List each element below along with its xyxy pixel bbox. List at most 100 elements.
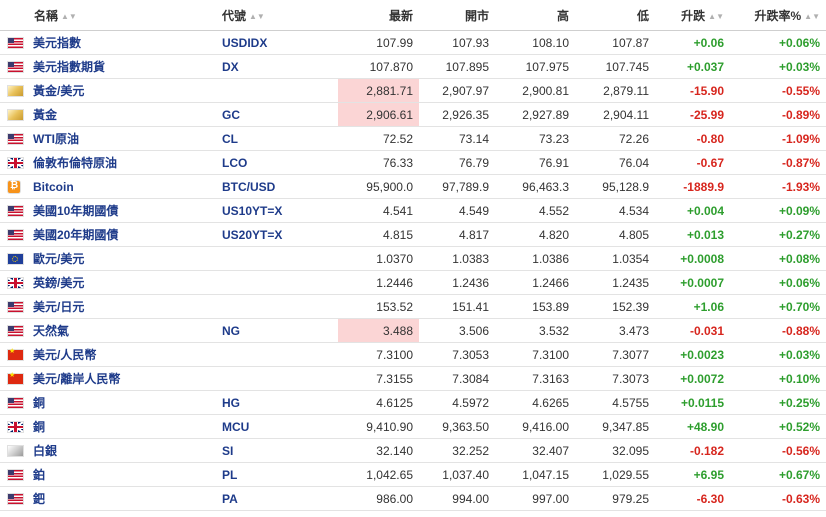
instrument-code-link[interactable]: US10YT=X — [222, 203, 283, 218]
instrument-name-cell: WTI原油 — [0, 126, 220, 151]
column-header-change[interactable]: 升跌 ▲▼ — [655, 0, 730, 31]
change-value: +0.013 — [655, 222, 730, 247]
last-price: 2,906.61 — [338, 102, 419, 127]
sort-arrows-icon[interactable]: ▲▼ — [249, 11, 265, 21]
instrument-code-cell: DX — [220, 54, 338, 79]
instrument-name-link[interactable]: 美元指數期貨 — [33, 60, 106, 74]
change-percent: +0.08% — [730, 246, 826, 271]
instrument-code-cell: US10YT=X — [220, 198, 338, 223]
instrument-code-cell: US20YT=X — [220, 222, 338, 247]
instrument-code-link[interactable]: USDIDX — [222, 35, 268, 50]
instrument-name-link[interactable]: 黃金 — [33, 108, 58, 122]
instrument-name-link[interactable]: 銅 — [33, 420, 46, 434]
instrument-name-link[interactable]: 歐元/美元 — [33, 252, 85, 266]
instrument-code-link[interactable]: HG — [222, 395, 240, 410]
instrument-name-cell: 銅 — [0, 390, 220, 415]
high-price: 32.407 — [495, 438, 575, 463]
table-row[interactable]: 美元/人民幣7.31007.30537.31007.3077+0.0023+0.… — [0, 342, 826, 367]
last-price: 95,900.0 — [338, 174, 419, 199]
table-row[interactable]: 美元/離岸人民幣 7.31557.30847.31637.3073+0.0072+… — [0, 366, 826, 391]
instrument-name-cell: 歐元/美元 — [0, 246, 220, 271]
table-row[interactable]: 鉑 PL 1,042.65 1,037.40 1,047.15 1,029.55 +6.95… — [0, 462, 826, 487]
column-header-code[interactable]: 代號 ▲▼ — [220, 0, 338, 31]
table-row[interactable]: 倫敦布倫特原油 LCO 76.33 76.79 76.91 76.04 -0.67 -0.87… — [0, 150, 826, 175]
instrument-code-link[interactable]: GC — [222, 107, 240, 122]
instrument-code-link[interactable]: CL — [222, 131, 238, 146]
table-row[interactable]: 黃金 GC 2,906.61 2,926.35 2,927.89 2,904.11 -25.… — [0, 102, 826, 127]
instrument-name-link[interactable]: 美國20年期國債 — [33, 228, 119, 242]
open-price: 76.79 — [419, 150, 495, 175]
column-header-low[interactable]: 低 — [575, 0, 655, 31]
table-row[interactable]: 白銀 SI 32.140 32.252 32.407 32.095 -0.182 -0.56% — [0, 438, 826, 463]
instrument-name-link[interactable]: 倫敦布倫特原油 — [33, 156, 118, 170]
instrument-code-cell: BTC/USD — [220, 174, 338, 199]
low-price: 32.095 — [575, 438, 655, 463]
column-header-open[interactable]: 開市 — [419, 0, 495, 31]
instrument-name-link[interactable]: WTI原油 — [33, 132, 79, 146]
instrument-name-cell: 鉑 — [0, 462, 220, 487]
instrument-name-link[interactable]: 天然氣 — [33, 324, 70, 338]
table-row[interactable]: 英鎊/美元 1.2446 1.2436 1.2466 1.2435 +0.0007 +0.0… — [0, 270, 826, 295]
instrument-name-link[interactable]: 英鎊/美元 — [33, 276, 85, 290]
instrument-code-link[interactable]: PL — [222, 467, 238, 482]
instrument-name-link[interactable]: 美元/離岸人民幣 — [33, 372, 121, 386]
table-row[interactable]: WTI原油 CL 72.52 73.14 73.23 72.26 -0.80 -1.09% — [0, 126, 826, 151]
instrument-code-link[interactable]: NG — [222, 323, 240, 338]
sort-arrows-icon[interactable]: ▲▼ — [708, 11, 724, 21]
table-row[interactable]: 天然氣 NG 3.488 3.506 3.532 3.473 -0.031 -0.88% — [0, 318, 826, 343]
change-percent: +0.03% — [730, 342, 826, 367]
instrument-name-link[interactable]: 銅 — [33, 396, 46, 410]
table-row[interactable]: 美國20年期國債 US20YT=X 4.815 4.817 4.820 4.805 +0.0… — [0, 222, 826, 247]
instrument-code-link[interactable]: BTC/USD — [222, 179, 276, 194]
change-percent: +0.67% — [730, 462, 826, 487]
instrument-name-link[interactable]: Bitcoin — [33, 179, 74, 194]
instrument-name-link[interactable]: 白銀 — [33, 444, 58, 458]
last-price: 4.541 — [338, 198, 419, 223]
instrument-code-cell: USDIDX — [220, 30, 338, 55]
column-header-last[interactable]: 最新 — [338, 0, 419, 31]
instrument-code-link[interactable]: DX — [222, 59, 239, 74]
table-row[interactable]: 銅 HG 4.6125 4.5972 4.6265 4.5755 +0.0115 +0.25% — [0, 390, 826, 415]
instrument-name-cell: 美國10年期國債 — [0, 198, 220, 223]
instrument-name-link[interactable]: 美國10年期國債 — [33, 204, 119, 218]
change-percent: -0.63% — [730, 486, 826, 511]
instrument-name-link[interactable]: 美元/日元 — [33, 300, 85, 314]
change-percent: +0.70% — [730, 294, 826, 319]
change-value: +0.004 — [655, 198, 730, 223]
sort-arrows-icon[interactable]: ▲▼ — [61, 11, 77, 21]
sort-arrows-icon[interactable]: ▲▼ — [804, 11, 820, 21]
table-row[interactable]: 美國10年期國債 US10YT=X 4.541 4.549 4.552 4.534 +0.0… — [0, 198, 826, 223]
instrument-code-link[interactable]: MCU — [222, 419, 250, 434]
instrument-name-link[interactable]: 美元指數 — [33, 36, 82, 50]
column-header-change-pct[interactable]: 升跌率% ▲▼ — [730, 0, 826, 31]
table-row[interactable]: 美元指數期貨 DX 107.870 107.895 107.975 107.745 +0.0… — [0, 54, 826, 79]
instrument-code-cell — [220, 246, 338, 271]
table-row[interactable]: 美元指數 USDIDX 107.99 107.93 108.10 107.87 +0.06 +… — [0, 30, 826, 55]
table-row[interactable]: 銅 MCU 9,410.90 9,363.50 9,416.00 9,347.85 +48.… — [0, 414, 826, 439]
change-value: +0.0072 — [655, 366, 730, 391]
instrument-name-link[interactable]: 美元/人民幣 — [33, 348, 97, 362]
instrument-name-link[interactable]: 鉑 — [33, 468, 46, 482]
table-row[interactable]: 歐元/美元 1.0370 1.0383 1.0386 1.0354 +0.0008 +0.0… — [0, 246, 826, 271]
instrument-code-link[interactable]: PA — [222, 491, 238, 506]
instrument-name-cell: 美元/離岸人民幣 — [0, 366, 220, 391]
instrument-code-cell — [220, 342, 338, 367]
instrument-name-cell: 美元/日元 — [0, 294, 220, 319]
instrument-code-link[interactable]: US20YT=X — [222, 227, 283, 242]
table-row[interactable]: 美元/日元 153.52 151.41 153.89 152.39 +1.06 +0.70% — [0, 294, 826, 319]
low-price: 9,347.85 — [575, 414, 655, 439]
uk-flag-icon — [8, 278, 23, 288]
table-row[interactable]: 鈀 PA 986.00 994.00 997.00 979.25 -6.30 -0.63% — [0, 486, 826, 511]
instrument-code-link[interactable]: LCO — [222, 155, 248, 170]
instrument-code-link[interactable]: SI — [222, 443, 234, 458]
instrument-name-cell: 美元指數 — [0, 30, 220, 55]
table-row[interactable]: Bitcoin BTC/USD 95,900.097,789.996,463.395… — [0, 174, 826, 199]
column-header-name[interactable]: 名稱 ▲▼ — [0, 0, 220, 31]
table-row[interactable]: 黃金/美元 2,881.71 2,907.97 2,900.81 2,879.11 -15… — [0, 78, 826, 103]
column-header-high[interactable]: 高 — [495, 0, 575, 31]
instrument-name-link[interactable]: 黃金/美元 — [33, 84, 85, 98]
last-price: 1,042.65 — [338, 462, 419, 487]
low-price: 95,128.9 — [575, 174, 655, 199]
change-value: +0.0115 — [655, 390, 730, 415]
instrument-name-link[interactable]: 鈀 — [33, 492, 46, 506]
